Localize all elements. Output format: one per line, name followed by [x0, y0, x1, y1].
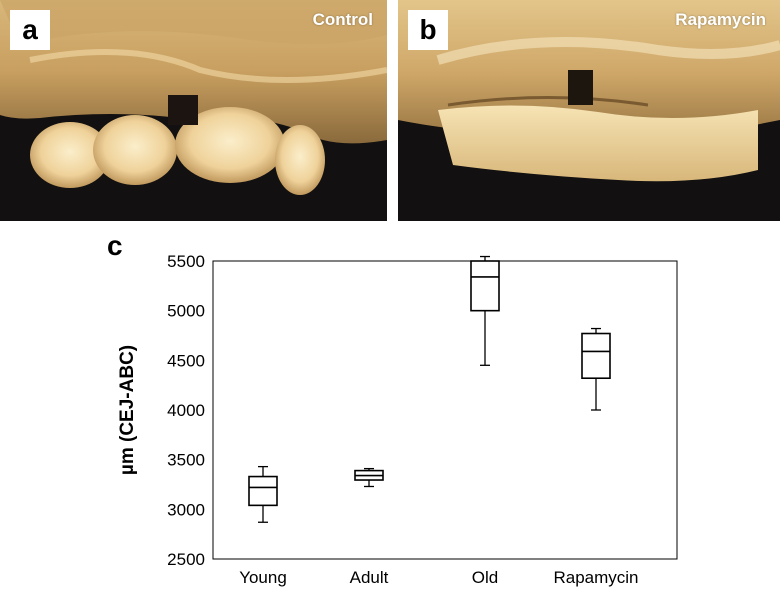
- box-old: [470, 255, 500, 366]
- y-tick-label: 2500: [167, 550, 205, 569]
- rapamycin-jaw-image: [398, 0, 780, 221]
- y-axis-label: µm (CEJ-ABC): [117, 345, 138, 475]
- panel-letter-b: b: [408, 10, 448, 50]
- box-rapamycin: [581, 327, 611, 411]
- y-tick-label: 5000: [167, 302, 205, 321]
- caption-control: Control: [312, 10, 373, 29]
- iqr-box: [581, 332, 611, 380]
- y-tick-label: 4000: [167, 401, 205, 420]
- box-series: [248, 255, 611, 523]
- photo-panel-rapamycin: b Rapamycin: [398, 0, 780, 221]
- x-axis-ticks: Young Adult Old Rapamycin: [239, 568, 638, 587]
- x-tick-label: Adult: [350, 568, 389, 587]
- y-tick-label: 4500: [167, 351, 205, 370]
- y-tick-label: 3500: [167, 451, 205, 470]
- x-tick-label: Old: [472, 568, 498, 587]
- iqr-box: [248, 475, 278, 507]
- control-jaw-image: [0, 0, 387, 221]
- y-tick-label: 3000: [167, 500, 205, 519]
- box-plot-chart: 2500 3000 3500 4000 4500 5000 5500 Young Adult O…: [117, 252, 678, 587]
- box-young: [248, 465, 278, 523]
- photo-panel-control: a Control: [0, 0, 387, 221]
- panel-letter-c: c: [107, 230, 123, 261]
- plot-frame: [212, 260, 678, 560]
- box-adult: [354, 467, 384, 488]
- panel-letter-a: a: [10, 10, 50, 50]
- x-tick-label: Young: [239, 568, 287, 587]
- iqr-box: [470, 260, 500, 312]
- caption-rapamycin: Rapamycin: [675, 10, 766, 29]
- x-tick-label: Rapamycin: [553, 568, 638, 587]
- y-axis-ticks: 2500 3000 3500 4000 4500 5000 5500: [167, 252, 205, 569]
- y-tick-label: 5500: [167, 252, 205, 271]
